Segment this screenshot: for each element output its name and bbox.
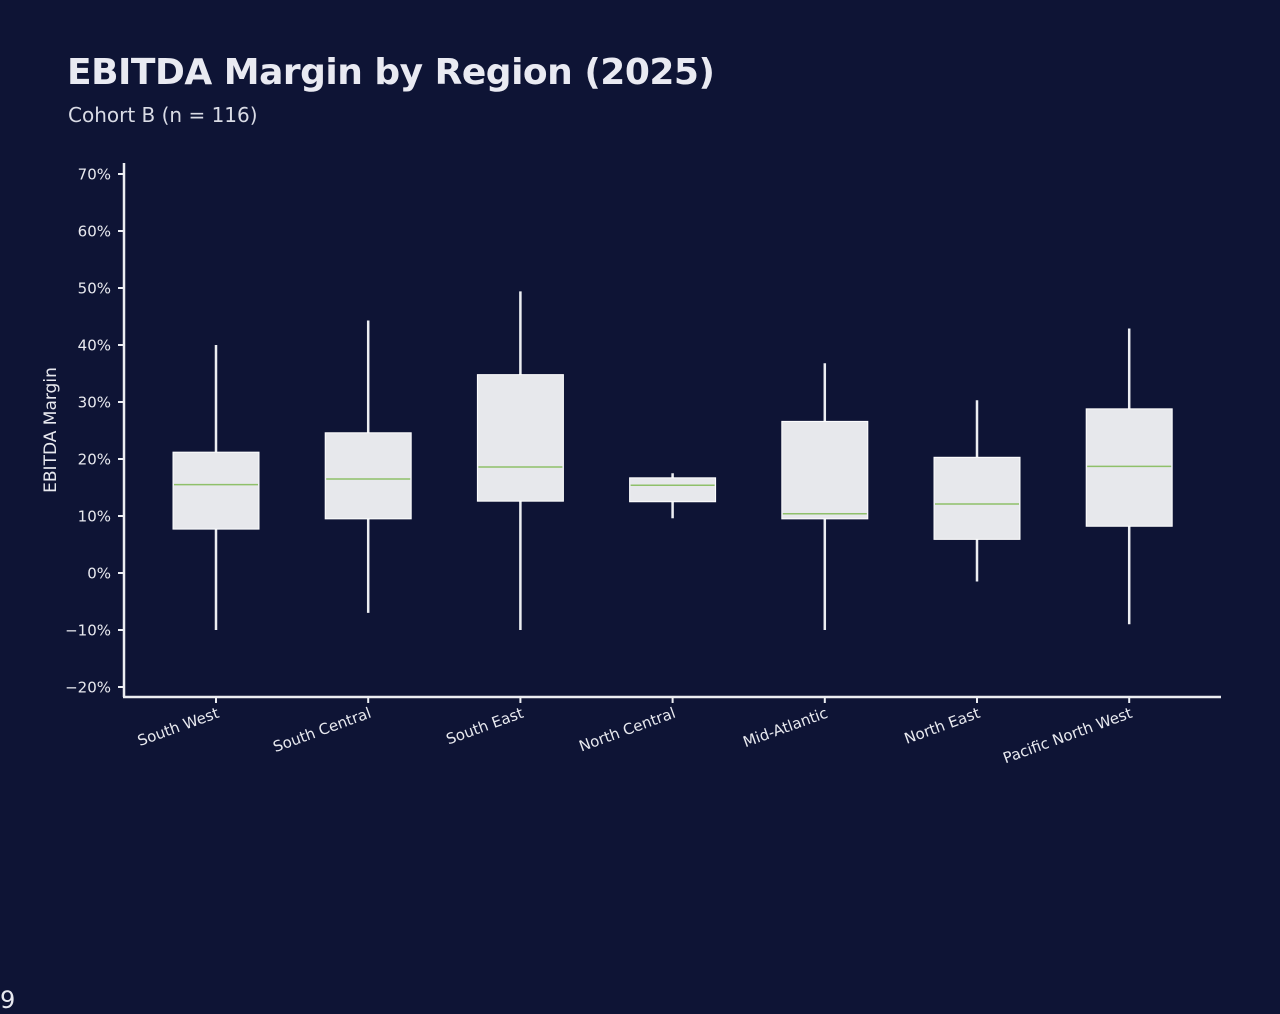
box (933, 456, 1021, 540)
y-tick-label: 40% (78, 337, 111, 355)
y-tick-label: 50% (78, 280, 111, 298)
y-tick-label: 10% (78, 508, 111, 526)
y-tick-label: −10% (65, 622, 111, 640)
y-tick-label: −20% (65, 679, 111, 697)
y-tick-label: 0% (87, 565, 111, 583)
box (324, 432, 412, 520)
y-tick-label: 20% (78, 451, 111, 469)
y-ticks-layer: −20% −10% 0% 10% 20% 30% 40% 50% 60% 70% (65, 166, 124, 697)
x-tick-label: Mid-Atlantic (741, 704, 831, 751)
chart-subtitle: Cohort B (n = 116) (68, 103, 258, 127)
x-tick-label: North Central (577, 704, 678, 756)
box (1085, 408, 1173, 527)
x-tick-label: North East (902, 704, 983, 748)
page-number: 9 (0, 986, 16, 1014)
axes-layer (122, 163, 1221, 699)
x-ticks-layer: South West South Central South East North C… (135, 697, 1135, 767)
x-tick-label: Pacific North West (1001, 704, 1135, 767)
x-tick-label: South Central (271, 704, 374, 756)
box (476, 374, 564, 502)
box (781, 420, 869, 520)
x-tick-label: South West (135, 704, 221, 750)
y-tick-label: 60% (78, 223, 111, 241)
box (629, 477, 717, 503)
boxes-layer (172, 374, 1173, 540)
box (172, 451, 260, 530)
y-tick-label: 30% (78, 394, 111, 412)
y-tick-label: 70% (78, 166, 111, 184)
x-tick-label: South East (444, 704, 526, 749)
chart-title: EBITDA Margin by Region (2025) (67, 52, 715, 93)
y-axis-label: EBITDA Margin (41, 367, 61, 493)
